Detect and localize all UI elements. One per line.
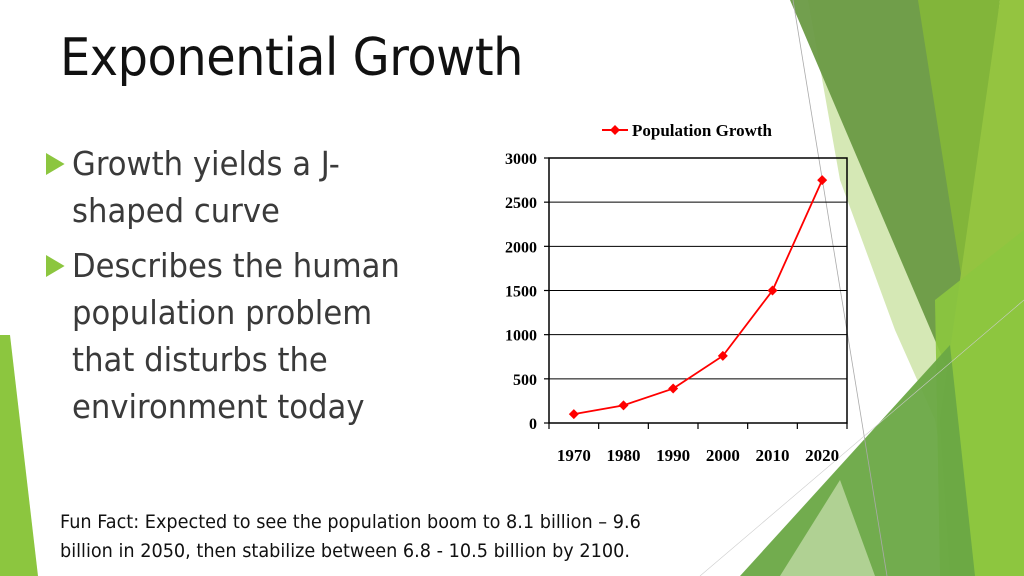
y-tick-label: 1500	[505, 284, 537, 301]
y-tick-label: 2000	[505, 239, 537, 256]
fun-fact-line-2: billion in 2050, then stabilize between …	[60, 540, 630, 562]
chart-gridlines	[544, 157, 847, 424]
lower-light-wedge	[780, 480, 875, 576]
data-point-diamond-icon	[767, 285, 778, 296]
y-tick-label: 2500	[505, 195, 537, 212]
data-point-diamond-icon	[717, 350, 728, 361]
data-point-diamond-icon	[817, 175, 828, 186]
x-tick-label: 2000	[706, 446, 740, 465]
lower-green-triangle	[740, 345, 975, 576]
triangle-bullet-icon	[46, 255, 65, 277]
bullet-text: Describes the human population problem t…	[72, 246, 400, 426]
bullet-item: Describes the human population problem t…	[46, 242, 437, 430]
chart-legend: Population Growth	[602, 121, 773, 140]
bullet-item: Growth yields a J-shaped curve	[46, 140, 437, 234]
mid-green-band	[918, 0, 1000, 300]
legend-label: Population Growth	[632, 121, 773, 140]
plot-area-border	[548, 157, 848, 424]
bullet-text: Growth yields a J-shaped curve	[72, 144, 340, 230]
x-tick-label: 1990	[656, 446, 690, 465]
triangle-bullet-icon	[46, 153, 65, 175]
data-point-diamond-icon	[618, 400, 629, 411]
y-tick-label: 0	[529, 416, 537, 433]
x-axis-ticks: 1970 1980 1990 2000 2010 2020	[548, 423, 848, 465]
thin-diagonal-line	[792, 0, 888, 576]
slide-title: Exponential Growth	[60, 28, 524, 88]
fun-fact: Fun Fact: Expected to see the population…	[60, 508, 641, 566]
data-point-diamond-icon	[668, 383, 679, 394]
series-line	[573, 179, 823, 416]
series-markers	[568, 175, 828, 420]
y-tick-label: 1000	[505, 328, 537, 345]
x-tick-label: 1970	[557, 446, 591, 465]
left-accent-shape	[0, 335, 38, 576]
x-tick-label: 2020	[805, 446, 839, 465]
y-tick-label: 3000	[505, 151, 537, 168]
fun-fact-line-1: Fun Fact: Expected to see the population…	[60, 511, 641, 533]
bullet-list: Growth yields a J-shaped curve Describes…	[46, 140, 466, 438]
x-tick-label: 2010	[756, 446, 790, 465]
y-axis-ticks: 0 500 1000 1500 2000 2500 3000	[505, 151, 537, 433]
x-tick-label: 1980	[607, 446, 641, 465]
dark-green-band	[790, 0, 965, 380]
legend-diamond-icon	[610, 125, 620, 135]
data-point-diamond-icon	[568, 409, 579, 420]
y-tick-label: 500	[513, 372, 537, 389]
population-growth-chart: 0 500 1000 1500 2000 2500 3000 1970 1980 1990 200…	[505, 121, 848, 465]
thin-diagonal-line-2	[699, 299, 1024, 576]
